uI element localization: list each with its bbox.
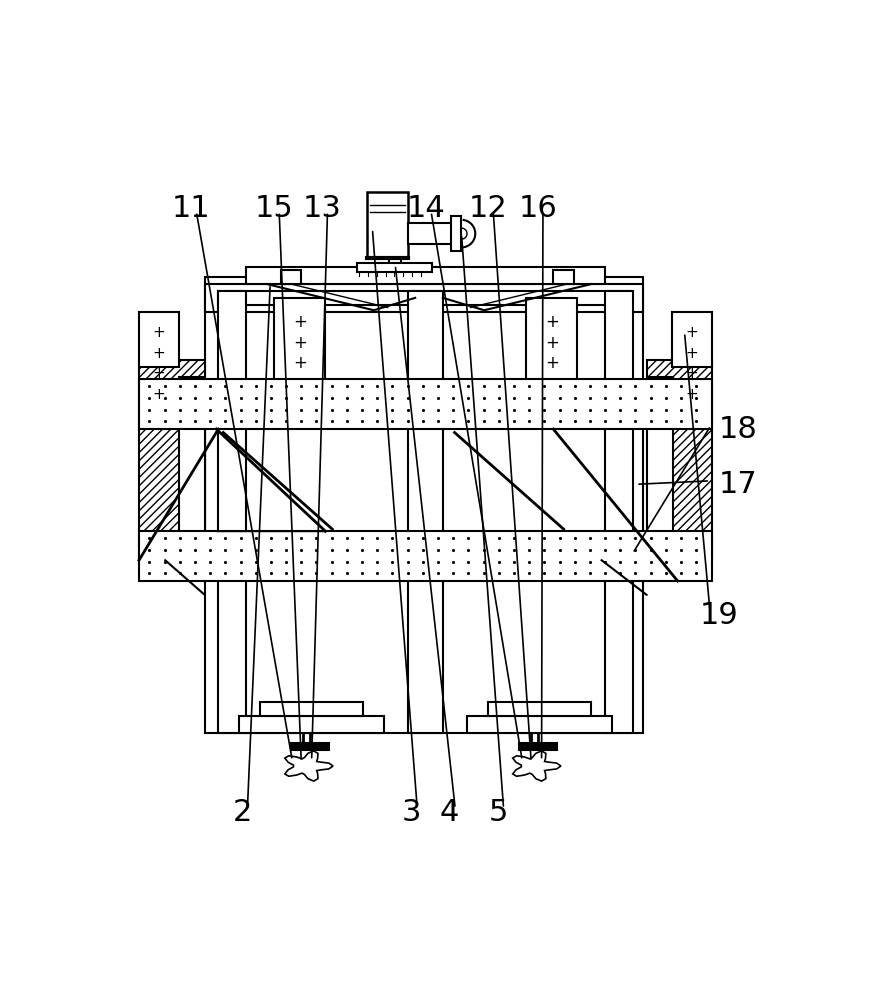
Text: +: +	[293, 313, 307, 331]
Text: +: +	[686, 387, 699, 402]
Text: +: +	[152, 387, 166, 402]
Text: +: +	[293, 334, 307, 352]
Text: +: +	[545, 334, 559, 352]
Polygon shape	[512, 751, 561, 781]
Bar	[139, 312, 179, 367]
Text: 3: 3	[402, 798, 421, 827]
Bar	[526, 298, 577, 381]
Text: 17: 17	[719, 470, 757, 499]
Bar	[218, 291, 632, 305]
Bar	[205, 284, 643, 312]
Bar	[605, 291, 633, 733]
Text: +: +	[686, 325, 699, 340]
Text: 12: 12	[469, 194, 507, 223]
Text: 14: 14	[406, 194, 445, 223]
Bar	[647, 377, 673, 543]
Bar	[356, 263, 432, 272]
Bar	[487, 702, 592, 716]
Text: +: +	[545, 313, 559, 331]
Bar	[239, 716, 384, 733]
Bar	[467, 716, 612, 733]
Bar	[451, 216, 462, 251]
Bar	[246, 267, 605, 284]
Text: 16: 16	[519, 194, 558, 223]
Bar	[179, 377, 205, 543]
Bar	[553, 270, 574, 284]
Bar	[408, 291, 443, 733]
Text: 19: 19	[699, 601, 739, 630]
Bar	[519, 743, 557, 750]
Bar	[139, 531, 712, 581]
Bar	[290, 743, 329, 750]
Bar	[139, 379, 712, 429]
Bar	[389, 258, 402, 272]
Text: 13: 13	[303, 194, 341, 223]
Bar	[672, 312, 712, 367]
Bar	[205, 277, 643, 733]
Text: +: +	[152, 366, 166, 381]
Bar	[139, 360, 205, 560]
Text: +: +	[545, 354, 559, 372]
Bar	[274, 298, 325, 381]
Text: +: +	[152, 346, 166, 361]
Bar	[367, 192, 408, 258]
Text: 18: 18	[719, 415, 758, 444]
Text: +: +	[293, 354, 307, 372]
Bar	[281, 270, 301, 284]
Polygon shape	[285, 751, 333, 781]
Text: 11: 11	[171, 194, 210, 223]
Text: +: +	[686, 366, 699, 381]
Bar	[218, 291, 246, 733]
Text: 2: 2	[233, 798, 252, 827]
Text: 15: 15	[254, 194, 293, 223]
Text: +: +	[686, 346, 699, 361]
Text: 5: 5	[488, 798, 508, 827]
Text: 4: 4	[440, 798, 460, 827]
Bar	[408, 223, 454, 244]
Bar	[647, 360, 712, 560]
Text: +: +	[152, 325, 166, 340]
Bar	[260, 702, 364, 716]
